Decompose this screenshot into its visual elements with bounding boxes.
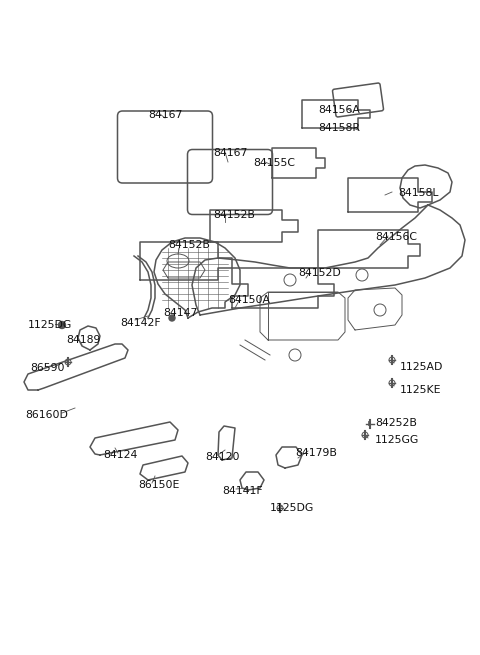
Text: 84150A: 84150A — [228, 295, 270, 305]
Text: 84147: 84147 — [163, 308, 197, 318]
Text: 84252B: 84252B — [375, 418, 417, 428]
Text: 84155C: 84155C — [253, 158, 295, 168]
Text: 84152D: 84152D — [298, 268, 341, 278]
Text: 86160D: 86160D — [25, 410, 68, 420]
Text: 1125AD: 1125AD — [400, 362, 444, 372]
Circle shape — [169, 315, 175, 321]
Circle shape — [59, 322, 65, 329]
Text: 86590: 86590 — [30, 363, 64, 373]
Text: 1125DG: 1125DG — [270, 503, 314, 513]
Text: 84152B: 84152B — [213, 210, 255, 220]
Text: 84156C: 84156C — [375, 232, 417, 242]
Text: 84141F: 84141F — [222, 486, 263, 496]
Text: 84189: 84189 — [66, 335, 100, 345]
Text: 84124: 84124 — [103, 450, 137, 460]
Text: 84156A: 84156A — [318, 105, 360, 115]
Text: 84152B: 84152B — [168, 240, 210, 250]
Text: 84158L: 84158L — [398, 188, 439, 198]
Text: 1125DG: 1125DG — [28, 320, 72, 330]
Text: 84167: 84167 — [213, 148, 247, 158]
Text: 84120: 84120 — [205, 452, 240, 462]
Text: 1125GG: 1125GG — [375, 435, 419, 445]
Text: 86150E: 86150E — [138, 480, 180, 490]
Text: 84142F: 84142F — [120, 318, 161, 328]
Text: 1125KE: 1125KE — [400, 385, 442, 395]
Text: 84167: 84167 — [148, 110, 182, 120]
Text: 84179B: 84179B — [295, 448, 337, 458]
Text: 84158R: 84158R — [318, 123, 360, 133]
